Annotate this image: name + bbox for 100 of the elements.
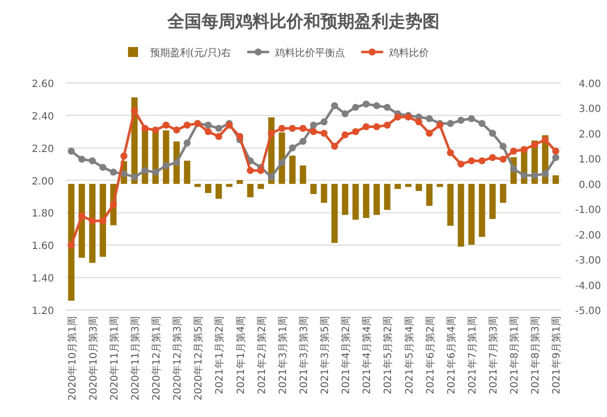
- x-tick-label: 2021年3月第1周: [276, 316, 289, 394]
- point: [552, 148, 560, 155]
- point: [120, 152, 128, 160]
- point: [110, 201, 117, 208]
- point: [268, 130, 275, 137]
- bar: [331, 184, 338, 243]
- y-tick-label: 2.40: [32, 111, 54, 122]
- point: [552, 154, 560, 162]
- point: [184, 139, 191, 146]
- bar: [236, 180, 243, 184]
- bar: [405, 184, 412, 187]
- y2-tick-label: -4.00: [575, 280, 601, 292]
- point: [531, 172, 538, 179]
- y-tick-label: 1.60: [32, 241, 54, 252]
- x-tick-label: 2021年1月第4周: [234, 316, 247, 394]
- point: [468, 115, 475, 122]
- x-tick-label: 2020年10月第1周: [66, 316, 78, 401]
- bar: [205, 184, 212, 193]
- point: [342, 110, 349, 118]
- point: [162, 162, 170, 170]
- point: [394, 114, 402, 121]
- x-tick-label: 2021年4月第4周: [361, 316, 374, 394]
- legend-label: 鸡料比价平衡点: [274, 47, 346, 59]
- point: [88, 157, 96, 164]
- point: [99, 217, 106, 224]
- point: [531, 141, 538, 148]
- point: [500, 156, 507, 163]
- point: [542, 136, 549, 144]
- point: [478, 157, 486, 164]
- point: [520, 146, 528, 153]
- x-tick-label: 2021年7月第3周: [488, 316, 500, 394]
- point: [68, 242, 75, 249]
- y-tick-label: 1.40: [32, 274, 54, 285]
- point: [215, 124, 222, 132]
- point: [184, 122, 191, 129]
- bar: [216, 184, 222, 199]
- point: [446, 149, 454, 156]
- x-tick-label: 2021年1月第2周: [214, 316, 226, 394]
- point: [288, 144, 296, 152]
- y-tick-label: 2.20: [32, 144, 54, 155]
- y-tick-label: 2.00: [32, 176, 54, 188]
- point: [310, 128, 317, 136]
- bar: [394, 184, 401, 189]
- bar: [342, 184, 348, 215]
- point: [299, 138, 306, 145]
- x-tick-label: 2021年7月第1周: [466, 316, 478, 394]
- point: [415, 118, 422, 126]
- y2-tick-label: 2.00: [578, 129, 601, 140]
- point: [352, 104, 360, 111]
- y2-tick-label: -2.00: [575, 230, 601, 242]
- x-tick-label: 2020年10月第3周: [87, 316, 100, 401]
- point: [331, 102, 338, 110]
- bar: [436, 184, 444, 187]
- point: [130, 174, 138, 181]
- point: [130, 107, 138, 114]
- point: [246, 167, 254, 174]
- point: [257, 167, 264, 174]
- point: [500, 142, 507, 150]
- bar: [500, 184, 506, 203]
- point: [446, 120, 454, 128]
- point: [457, 116, 464, 124]
- bar: [247, 184, 254, 198]
- point: [352, 128, 360, 136]
- y2-tick-label: -1.00: [575, 205, 601, 216]
- y2-tick-label: -5.00: [575, 306, 601, 317]
- point: [489, 154, 496, 162]
- bar: [374, 184, 380, 215]
- point: [373, 102, 380, 110]
- bar: [416, 184, 422, 191]
- point: [457, 160, 464, 168]
- point: [426, 115, 433, 122]
- bar: [447, 184, 454, 226]
- legend-label: 预期盈利(元/只)右: [150, 47, 232, 59]
- x-tick-label: 2020年12月第1周: [150, 316, 163, 401]
- point: [489, 130, 496, 137]
- bar: [352, 184, 359, 220]
- bar: [68, 184, 74, 301]
- bar: [363, 184, 370, 218]
- point: [520, 172, 528, 179]
- point: [78, 156, 86, 163]
- bar: [468, 184, 475, 245]
- bar: [310, 184, 317, 194]
- point: [384, 104, 391, 111]
- bar: [89, 184, 96, 263]
- x-tick-label: 2021年2月第2周: [256, 316, 268, 394]
- y2-tick-label: 1.00: [578, 154, 601, 166]
- point: [468, 157, 475, 164]
- y2-tick-label: 4.00: [578, 79, 601, 90]
- point: [542, 170, 549, 178]
- bar: [552, 175, 559, 184]
- bar: [184, 160, 190, 184]
- y2-tick-label: 0.00: [578, 180, 601, 191]
- x-tick-label: 2021年5月第4周: [403, 316, 416, 394]
- x-tick-label: 2020年11月第3周: [129, 316, 142, 401]
- bar: [478, 184, 486, 237]
- bar: [100, 184, 106, 257]
- x-tick-label: 2021年8月第1周: [508, 316, 521, 394]
- bar: [458, 184, 464, 247]
- y-tick-label: 2.60: [32, 79, 54, 90]
- bar: [320, 184, 328, 203]
